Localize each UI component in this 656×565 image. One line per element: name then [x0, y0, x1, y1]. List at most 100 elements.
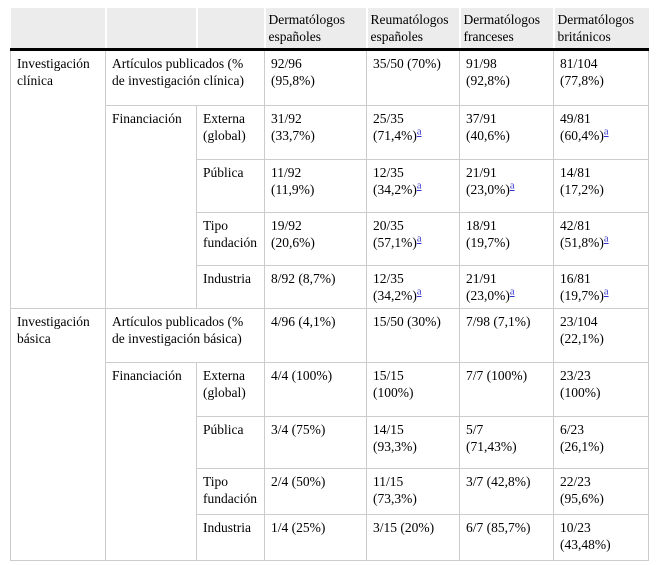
- header-cell-dermatologos-espanoles: Dermatólogos españoles: [263, 8, 367, 51]
- data-cell-text: 11/92 (11,9%): [271, 165, 315, 197]
- data-cell-text: 4/4 (100%): [271, 368, 333, 383]
- footnote-link-a[interactable]: a: [603, 126, 609, 138]
- table-body: Investigación clínica Artículos publicado…: [10, 49, 649, 561]
- data-cell-text: 10/23 (43,48%): [560, 520, 611, 552]
- table-row: Financiación Externa (global) 31/92 (33,7%…: [11, 105, 649, 309]
- table-row: Financiación Externa (global) 4/4 (100%) 15…: [11, 362, 649, 561]
- funding-label-cell-0: Financiación: [105, 105, 197, 309]
- row-label-articles: Artículos publicados (% de investigación…: [105, 49, 265, 106]
- header-cell-empty-group: [10, 8, 106, 51]
- table-row: Investigación clínica Artículos publicado…: [10, 49, 649, 309]
- table-row: Industria 8/92 (8,7%) 12/35 (34,2%)a 21/91 …: [11, 265, 649, 309]
- row-label-articles: Artículos publicados (% de investigación…: [105, 308, 265, 363]
- footnote-link-a[interactable]: a: [603, 286, 609, 298]
- data-cell-text: 14/81 (17,2%): [560, 165, 604, 197]
- header-cell-dermatologos-franceses: Dermatólogos franceses: [458, 8, 554, 51]
- data-cell: 1/4 (25%): [264, 514, 367, 561]
- group-label-cell-1: Investigación básica: [10, 308, 106, 561]
- table-row: Pública 11/92 (11,9%) 12/35 (34,2%)a 21/91 …: [11, 159, 649, 213]
- sub-label-cell: Pública: [196, 159, 265, 213]
- sub-label-cell-text: Pública: [203, 422, 244, 437]
- funding-label-cell-0-text: Financiación: [112, 111, 182, 126]
- footnote-ref-a-icon: a: [604, 287, 609, 298]
- data-cell-text: 81/104 (77,8%): [560, 56, 604, 88]
- data-cell-text: 23/23 (100%): [560, 368, 601, 400]
- table-row: Tipo fundación 2/4 (50%) 11/15 (73,3%) 3/7 …: [11, 468, 649, 515]
- table-row: Tipo fundación 19/92 (20,6%) 20/35 (57,1%)…: [11, 212, 649, 266]
- data-cell: 81/104 (77,8%): [553, 49, 649, 106]
- row-label-articles-text: Artículos publicados (% de investigación…: [112, 314, 244, 346]
- data-cell: 22/23 (95,6%): [553, 468, 649, 515]
- data-cell: 12/35 (34,2%)a: [366, 265, 460, 309]
- sub-label-cell: Tipo fundación: [196, 468, 265, 515]
- footnote-link-a[interactable]: a: [603, 233, 609, 245]
- data-cell: 37/91 (40,6%): [459, 105, 554, 160]
- data-cell-text: 25/35 (71,4%): [373, 111, 417, 143]
- data-cell-text: 1/4 (25%): [271, 520, 326, 535]
- header-cell-empty-sub: [195, 8, 265, 51]
- data-cell: 16/81 (19,7%)a: [553, 265, 649, 309]
- data-cell: 8/92 (8,7%): [264, 265, 367, 309]
- data-cell: 14/81 (17,2%): [553, 159, 649, 213]
- footnote-link-a[interactable]: a: [509, 286, 515, 298]
- row-label-articles-text: Artículos publicados (% de investigación…: [112, 56, 244, 88]
- data-cell-text: 8/92 (8,7%): [271, 271, 336, 286]
- footnote-ref-a-icon: a: [417, 181, 422, 192]
- data-cell: 91/98 (92,8%): [459, 49, 554, 106]
- data-cell-text: 14/15 (93,3%): [373, 422, 417, 454]
- data-cell-text: 19/92 (20,6%): [271, 218, 315, 250]
- sub-label-cell-text: Externa (global): [203, 368, 246, 400]
- funding-label-cell-1-text: Financiación: [112, 368, 182, 383]
- footnote-link-a[interactable]: a: [416, 233, 422, 245]
- data-cell: 92/96 (95,8%): [264, 49, 367, 106]
- footnote-ref-a-icon: a: [510, 181, 515, 192]
- data-cell: 15/15 (100%): [366, 362, 460, 417]
- data-cell-text: 92/96 (95,8%): [271, 56, 315, 88]
- group-label-cell-0-text: Investigación clínica: [17, 56, 90, 88]
- data-cell: 18/91 (19,7%): [459, 212, 554, 266]
- data-cell: 23/104 (22,1%): [553, 308, 649, 363]
- data-cell: 3/4 (75%): [264, 416, 367, 469]
- sub-label-cell: Pública: [196, 416, 265, 469]
- data-cell: 3/15 (20%): [366, 514, 460, 561]
- footnote-link-a[interactable]: a: [509, 180, 515, 192]
- sub-label-cell: Externa (global): [196, 362, 265, 417]
- data-cell: 12/35 (34,2%)a: [366, 159, 460, 213]
- footnote-link-a[interactable]: a: [416, 126, 422, 138]
- data-cell-text: 49/81 (60,4%): [560, 111, 604, 143]
- data-cell-text: 12/35 (34,2%): [373, 165, 417, 197]
- data-cell-text: 18/91 (19,7%): [466, 218, 510, 250]
- data-cell: 4/4 (100%): [264, 362, 367, 417]
- data-cell-text: 22/23 (95,6%): [560, 474, 604, 506]
- data-cell: 19/92 (20,6%): [264, 212, 367, 266]
- funding-label-cell-1: Financiación: [105, 362, 197, 561]
- header-cell-reumatologos-espanoles: Reumatólogos españoles: [365, 8, 460, 51]
- data-cell-text: 6/7 (85,7%): [466, 520, 531, 535]
- footnote-link-a[interactable]: a: [416, 286, 422, 298]
- data-cell: 21/91 (23,0%)a: [459, 159, 554, 213]
- data-cell: 7/7 (100%): [459, 362, 554, 417]
- table-row: Investigación básica Artículos publicados…: [10, 308, 649, 561]
- data-cell-text: 35/50 (70%): [373, 56, 441, 71]
- header-row: Dermatólogos españoles Reumatólogos espa…: [10, 8, 649, 51]
- data-cell-text: 6/23 (26,1%): [560, 422, 604, 454]
- footnote-ref-a-icon: a: [417, 287, 422, 298]
- data-cell-text: 91/98 (92,8%): [466, 56, 510, 88]
- data-cell-text: 15/50 (30%): [373, 314, 441, 329]
- data-cell: 6/7 (85,7%): [459, 514, 554, 561]
- data-cell-text: 3/7 (42,8%): [466, 474, 531, 489]
- sub-label-cell-text: Industria: [203, 271, 251, 286]
- data-cell-text: 15/15 (100%): [373, 368, 414, 400]
- data-cell: 11/15 (73,3%): [366, 468, 460, 515]
- footnote-link-a[interactable]: a: [416, 180, 422, 192]
- data-cell-text: 11/15 (73,3%): [373, 474, 417, 506]
- data-cell: 7/98 (7,1%): [459, 308, 554, 363]
- data-cell-text: 2/4 (50%): [271, 474, 326, 489]
- sub-label-cell: Industria: [196, 265, 265, 309]
- data-cell: 49/81 (60,4%)a: [553, 105, 649, 160]
- header-cell-dermatologos-britanicos: Dermatólogos británicos: [552, 8, 649, 51]
- data-cell-text: 37/91 (40,6%): [466, 111, 510, 143]
- data-cell-text: 4/96 (4,1%): [271, 314, 336, 329]
- group-label-cell-0: Investigación clínica: [10, 49, 106, 309]
